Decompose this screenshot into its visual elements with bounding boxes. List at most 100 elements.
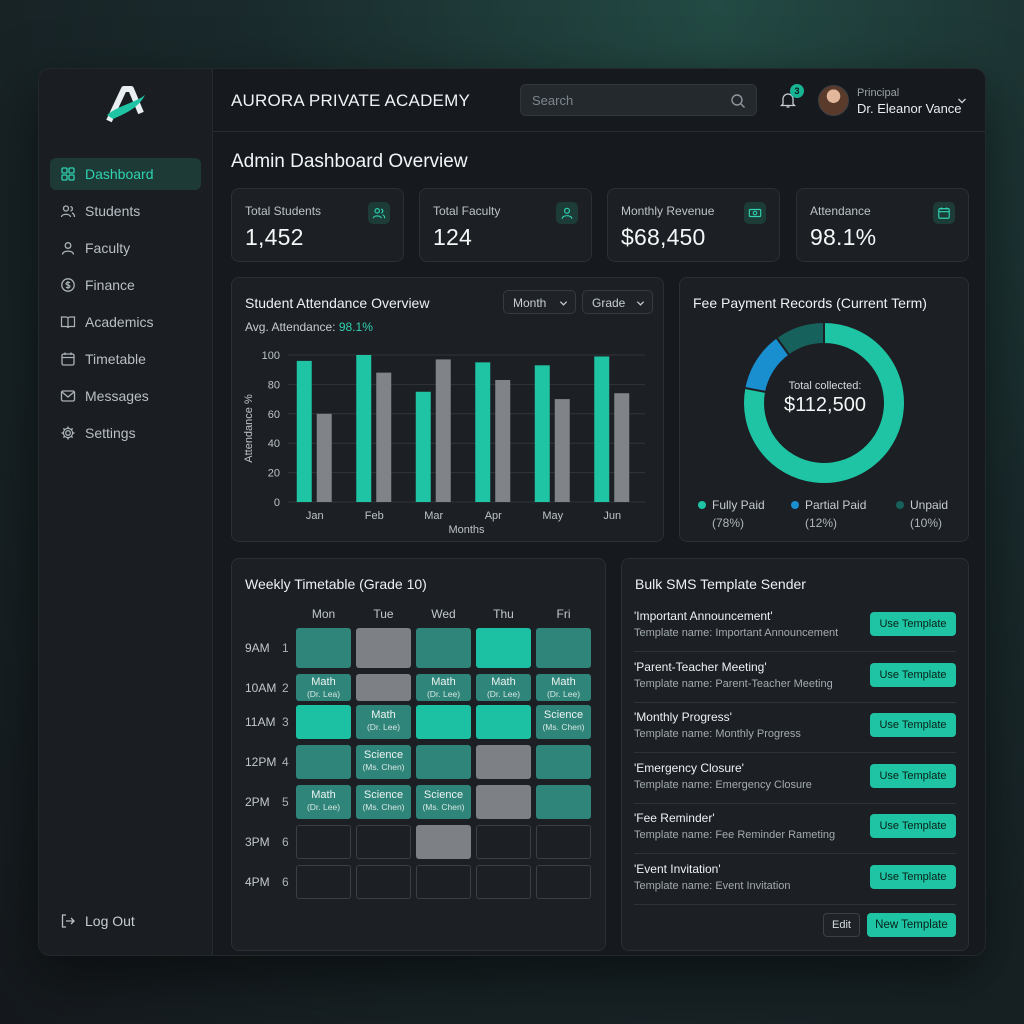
edit-button[interactable]: Edit xyxy=(823,913,860,937)
search-icon[interactable] xyxy=(730,93,746,109)
timetable-cell[interactable] xyxy=(356,628,411,668)
timetable-cell[interactable] xyxy=(356,674,411,701)
sidebar-item-students[interactable]: Students xyxy=(50,195,201,227)
timetable-cell[interactable]: Math (Dr. Lee) xyxy=(536,674,591,701)
legend-item-unpaid: Unpaid (10%) xyxy=(896,498,948,530)
sidebar-item-academics[interactable]: Academics xyxy=(50,306,201,338)
timetable-title: Weekly Timetable (Grade 10) xyxy=(245,576,427,592)
timetable-cell[interactable] xyxy=(536,785,591,819)
grade-dropdown[interactable]: Grade xyxy=(582,290,653,314)
timetable-cell[interactable]: Science (Ms. Chen) xyxy=(356,745,411,779)
user-name[interactable]: Dr. Eleanor Vance xyxy=(857,101,962,116)
timetable-cell[interactable] xyxy=(416,745,471,779)
legend-pct: (12%) xyxy=(805,516,838,530)
time-label: 9AM xyxy=(245,641,270,655)
stat-label: Total Faculty xyxy=(433,204,501,218)
timetable-cell[interactable] xyxy=(296,628,351,668)
logout-icon xyxy=(61,914,75,928)
timetable-cell[interactable] xyxy=(536,628,591,668)
timetable-cell[interactable] xyxy=(476,785,531,819)
time-label: 4PM xyxy=(245,875,270,889)
legend-pct: (78%) xyxy=(712,516,745,530)
bar-jun-series-1 xyxy=(594,356,610,502)
timetable-cell[interactable]: Math (Dr. Lea) xyxy=(296,674,351,701)
timetable-cell[interactable] xyxy=(416,628,471,668)
timetable-cell[interactable] xyxy=(416,705,471,739)
timetable-cell[interactable] xyxy=(476,865,531,899)
timetable-cell[interactable] xyxy=(296,865,351,899)
x-tick-label: Apr xyxy=(485,510,502,522)
legend-swatch xyxy=(698,501,706,509)
time-label: 2PM xyxy=(245,795,270,809)
cell-subject: Math xyxy=(431,676,456,688)
cell-teacher: (Dr. Lee) xyxy=(486,689,521,699)
cell-subject: Math xyxy=(491,676,516,688)
sms-card: Bulk SMS Template Sender 'Important Anno… xyxy=(621,558,969,951)
sms-template-row: 'Emergency Closure' Template name: Emerg… xyxy=(634,754,956,804)
app-window: Dashboard Students Faculty Finance Academics… xyxy=(38,68,986,956)
stat-card-monthly-revenue: Monthly Revenue $68,450 xyxy=(607,188,780,262)
sidebar-item-dashboard[interactable]: Dashboard xyxy=(50,158,201,190)
use-template-button[interactable]: Use Template xyxy=(870,864,956,889)
timetable-cell[interactable] xyxy=(476,705,531,739)
template-name: Template name: Fee Reminder Rameting xyxy=(634,829,836,841)
avg-attendance: Avg. Attendance: 98.1% xyxy=(245,320,373,334)
bar-apr-series-1 xyxy=(475,362,491,502)
sidebar-item-label: Faculty xyxy=(85,240,131,256)
timetable-cell[interactable] xyxy=(536,825,591,859)
timetable-cell[interactable] xyxy=(476,745,531,779)
donut-center-label: Total collected: xyxy=(788,380,862,392)
logout-button[interactable]: Log Out xyxy=(60,913,135,929)
bar-jan-series-1 xyxy=(296,360,312,502)
bar-jan-series-2 xyxy=(316,413,332,502)
timetable-cell[interactable] xyxy=(536,865,591,899)
stat-label: Total Students xyxy=(245,204,322,218)
timetable-cell[interactable] xyxy=(476,825,531,859)
sidebar-item-faculty[interactable]: Faculty xyxy=(50,232,201,264)
timetable-cell[interactable] xyxy=(296,745,351,779)
timetable-cell[interactable]: Math (Dr. Lee) xyxy=(356,705,411,739)
period-number: 1 xyxy=(282,641,289,655)
legend-label: Fully Paid xyxy=(712,498,765,512)
use-template-button[interactable]: Use Template xyxy=(870,814,956,838)
use-template-button[interactable]: Use Template xyxy=(870,713,956,737)
use-template-button[interactable]: Use Template xyxy=(870,763,956,788)
sidebar-item-settings[interactable]: Settings xyxy=(50,417,201,449)
y-axis-label: Attendance % xyxy=(243,394,255,463)
search-input[interactable] xyxy=(532,93,722,108)
timetable-cell[interactable]: Math (Dr. Lee) xyxy=(416,674,471,701)
avatar[interactable] xyxy=(818,85,849,116)
timetable-cell[interactable]: Science (Ms. Chen) xyxy=(416,785,471,819)
timetable-cell[interactable] xyxy=(476,628,531,668)
timetable-cell[interactable] xyxy=(416,865,471,899)
search-box[interactable] xyxy=(520,84,757,116)
month-dropdown[interactable]: Month xyxy=(503,290,576,314)
timetable-cell[interactable] xyxy=(356,865,411,899)
timetable-cell[interactable] xyxy=(536,745,591,779)
cell-subject: Science xyxy=(543,709,584,721)
bar-mar-series-1 xyxy=(415,391,431,502)
sidebar-item-timetable[interactable]: Timetable xyxy=(50,343,201,375)
sidebar-item-finance[interactable]: Finance xyxy=(50,269,201,301)
sidebar-item-label: Dashboard xyxy=(85,166,154,182)
timetable-cell[interactable]: Math (Dr. Lee) xyxy=(476,674,531,701)
chevron-down-icon[interactable] xyxy=(957,96,967,106)
day-header: Fri xyxy=(556,607,571,621)
y-tick-label: 0 xyxy=(274,497,280,509)
timetable-cell[interactable] xyxy=(356,825,411,859)
stat-card-total-students: Total Students 1,452 xyxy=(231,188,404,262)
timetable-cell[interactable]: Science (Ms. Chen) xyxy=(356,785,411,819)
timetable-cell[interactable] xyxy=(296,705,351,739)
academy-logo xyxy=(106,86,145,123)
sidebar-item-messages[interactable]: Messages xyxy=(50,380,201,412)
timetable-cell[interactable]: Math (Dr. Lee) xyxy=(296,785,351,819)
timetable-cell[interactable] xyxy=(296,825,351,859)
x-axis-label: Months xyxy=(448,524,485,536)
x-tick-label: May xyxy=(542,510,563,522)
new-template-button[interactable]: New Template xyxy=(867,913,956,937)
timetable-cell[interactable] xyxy=(416,825,471,859)
legend-item-partial-paid: Partial Paid (12%) xyxy=(791,498,866,530)
timetable-cell[interactable]: Science (Ms. Chen) xyxy=(536,705,591,739)
use-template-button[interactable]: Use Template xyxy=(870,662,956,687)
use-template-button[interactable]: Use Template xyxy=(870,612,956,636)
